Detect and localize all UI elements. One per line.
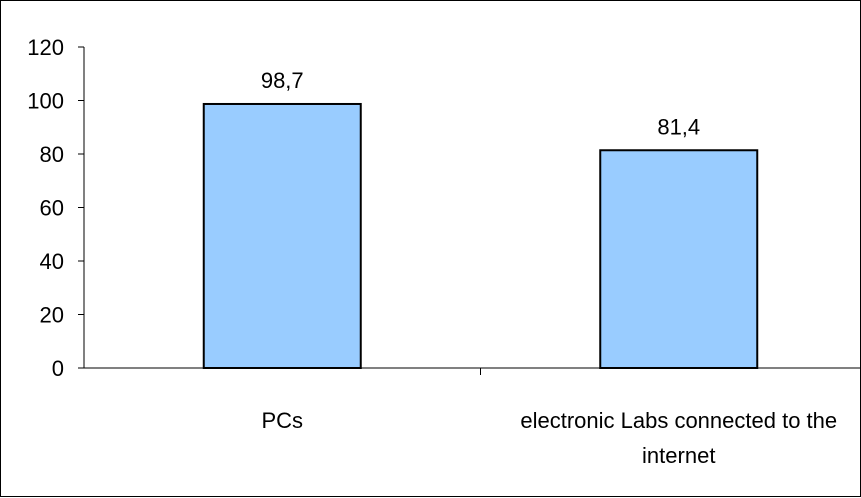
y-tick-label: 80	[40, 142, 64, 167]
data-label: 98,7	[261, 68, 304, 93]
y-tick-label: 60	[40, 196, 64, 221]
y-tick-label: 0	[52, 356, 64, 381]
x-category-label: electronic Labs connected to the	[520, 408, 837, 433]
x-category-label: PCs	[261, 408, 303, 433]
bar	[599, 149, 759, 369]
data-label: 81,4	[657, 114, 700, 139]
bars	[202, 102, 759, 369]
labels: 98,7 PCs 81,4 electronic Labs connected to …	[261, 68, 837, 468]
bar	[202, 102, 362, 369]
x-category-label: internet	[642, 443, 715, 468]
y-tick-label: 40	[40, 249, 64, 274]
y-tick-label: 20	[40, 303, 64, 328]
y-tick-label: 120	[27, 35, 64, 60]
y-tick-label: 100	[27, 89, 64, 114]
